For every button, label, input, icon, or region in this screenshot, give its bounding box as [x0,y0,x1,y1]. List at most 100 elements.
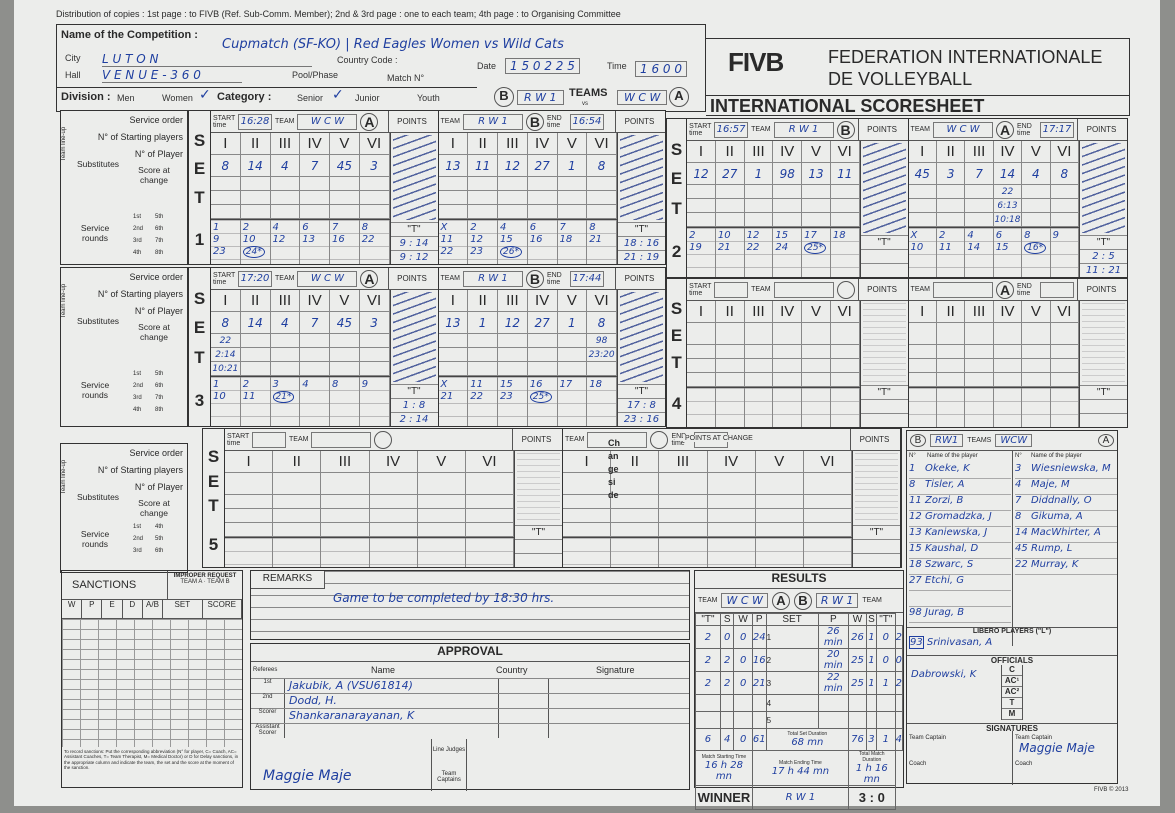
substitute-cell[interactable] [745,185,774,198]
substitute-cell[interactable] [439,362,469,375]
start-time[interactable]: 16:28 [238,113,272,130]
starting-player[interactable]: 13 [439,312,469,333]
starting-player[interactable]: 27 [528,155,558,176]
substitute-cell[interactable] [587,177,617,190]
substitute-cell[interactable] [563,509,612,522]
substitute-cell[interactable] [716,345,745,358]
substitute-cell[interactable] [1051,213,1079,226]
substitute-cell[interactable] [687,185,716,198]
substitute-cell[interactable] [528,362,558,375]
substitute-cell[interactable] [528,348,558,361]
start-time[interactable] [714,281,749,298]
sanctions-grid[interactable] [62,619,242,747]
timeout-score[interactable]: 18 : 16 [618,236,665,250]
substitute-cell[interactable] [1051,185,1079,198]
substitute-cell[interactable] [687,345,716,358]
substitute-cell[interactable] [587,191,617,204]
starting-player[interactable] [756,473,804,494]
starting-player[interactable] [1051,323,1079,344]
timeout-score[interactable] [860,249,908,263]
timeout-score[interactable] [1080,399,1127,413]
substitute-cell[interactable]: 6:13 [994,199,1023,212]
substitute-cell[interactable] [558,348,588,361]
substitute-cell[interactable] [468,348,498,361]
substitute-cell[interactable] [745,199,774,212]
substitute-cell[interactable] [831,359,860,372]
timeout-score[interactable]: 2 : 5 [1080,249,1127,263]
substitute-cell[interactable] [468,362,498,375]
starting-player[interactable] [994,323,1023,344]
substitute-cell[interactable] [756,495,804,508]
substitute-cell[interactable] [360,334,390,347]
substitute-cell[interactable] [708,523,756,536]
division-men[interactable]: Men [117,93,135,103]
substitute-cell[interactable] [937,199,966,212]
substitute-cell[interactable] [937,373,966,386]
starting-player[interactable]: 12 [498,155,528,176]
team-name[interactable]: R W 1 [462,270,523,287]
substitute-cell[interactable] [271,334,301,347]
starting-player[interactable] [611,473,660,494]
substitute-cell[interactable] [756,509,804,522]
timeout-score[interactable] [860,263,908,277]
starting-player[interactable]: 11 [468,155,498,176]
timeout-score[interactable] [853,539,900,553]
substitute-cell[interactable] [563,495,612,508]
start-time[interactable] [252,431,286,448]
substitute-cell[interactable] [370,509,418,522]
substitute-cell[interactable] [773,213,803,226]
substitute-cell[interactable] [909,345,937,358]
starting-player[interactable]: 1 [558,312,588,333]
substitute-cell[interactable] [370,495,418,508]
substitute-cell[interactable] [802,185,831,198]
substitute-cell[interactable] [300,191,330,204]
substitute-cell[interactable] [773,345,803,358]
division-women[interactable]: Women [162,93,193,103]
starting-player[interactable] [831,323,860,344]
substitute-cell[interactable] [756,523,804,536]
team-name[interactable]: W C W [933,121,993,138]
starting-player[interactable]: 27 [716,163,745,184]
team-name[interactable] [773,281,834,298]
substitute-cell[interactable] [418,523,466,536]
starting-player[interactable]: 11 [831,163,860,184]
substitute-cell[interactable] [937,185,966,198]
substitute-cell[interactable] [271,205,301,218]
category-senior[interactable]: Senior [297,93,324,103]
remarks-text[interactable]: Game to be completed by 18:30 hrs. [333,591,555,605]
starting-player[interactable]: 3 [360,155,390,176]
substitute-cell[interactable] [716,373,745,386]
substitute-cell[interactable] [300,362,330,375]
substitute-cell[interactable] [708,495,756,508]
substitute-cell[interactable] [831,345,860,358]
starting-player[interactable]: 14 [241,155,271,176]
time-field[interactable]: 1 6 0 0 [635,61,687,77]
team-name[interactable]: W C W [297,113,358,130]
substitute-cell[interactable] [802,213,831,226]
substitute-cell[interactable] [321,509,370,522]
substitute-cell[interactable] [418,509,466,522]
substitute-cell[interactable] [498,348,528,361]
date-field[interactable]: 1 5 0 2 2 5 [505,58,580,74]
substitute-cell[interactable] [716,185,745,198]
substitute-cell[interactable] [418,495,466,508]
substitute-cell[interactable] [965,345,994,358]
starting-player[interactable] [225,473,274,494]
starting-player[interactable]: 14 [241,312,271,333]
starting-player[interactable] [370,473,418,494]
substitute-cell[interactable] [802,199,831,212]
substitute-cell[interactable] [687,199,716,212]
official-name[interactable] [285,724,499,738]
substitute-cell[interactable] [300,177,330,190]
substitute-cell[interactable] [802,359,831,372]
substitute-cell[interactable] [241,177,271,190]
substitute-cell[interactable]: 2:14 [211,348,241,361]
substitute-cell[interactable] [466,509,515,522]
substitute-cell[interactable] [994,373,1023,386]
substitute-cell[interactable] [937,213,966,226]
substitute-cell[interactable] [716,359,745,372]
starting-player[interactable]: 12 [498,312,528,333]
starting-player[interactable]: 12 [687,163,716,184]
substitute-cell[interactable]: 10:21 [211,362,241,375]
team-a-name[interactable]: W C W [617,90,668,105]
